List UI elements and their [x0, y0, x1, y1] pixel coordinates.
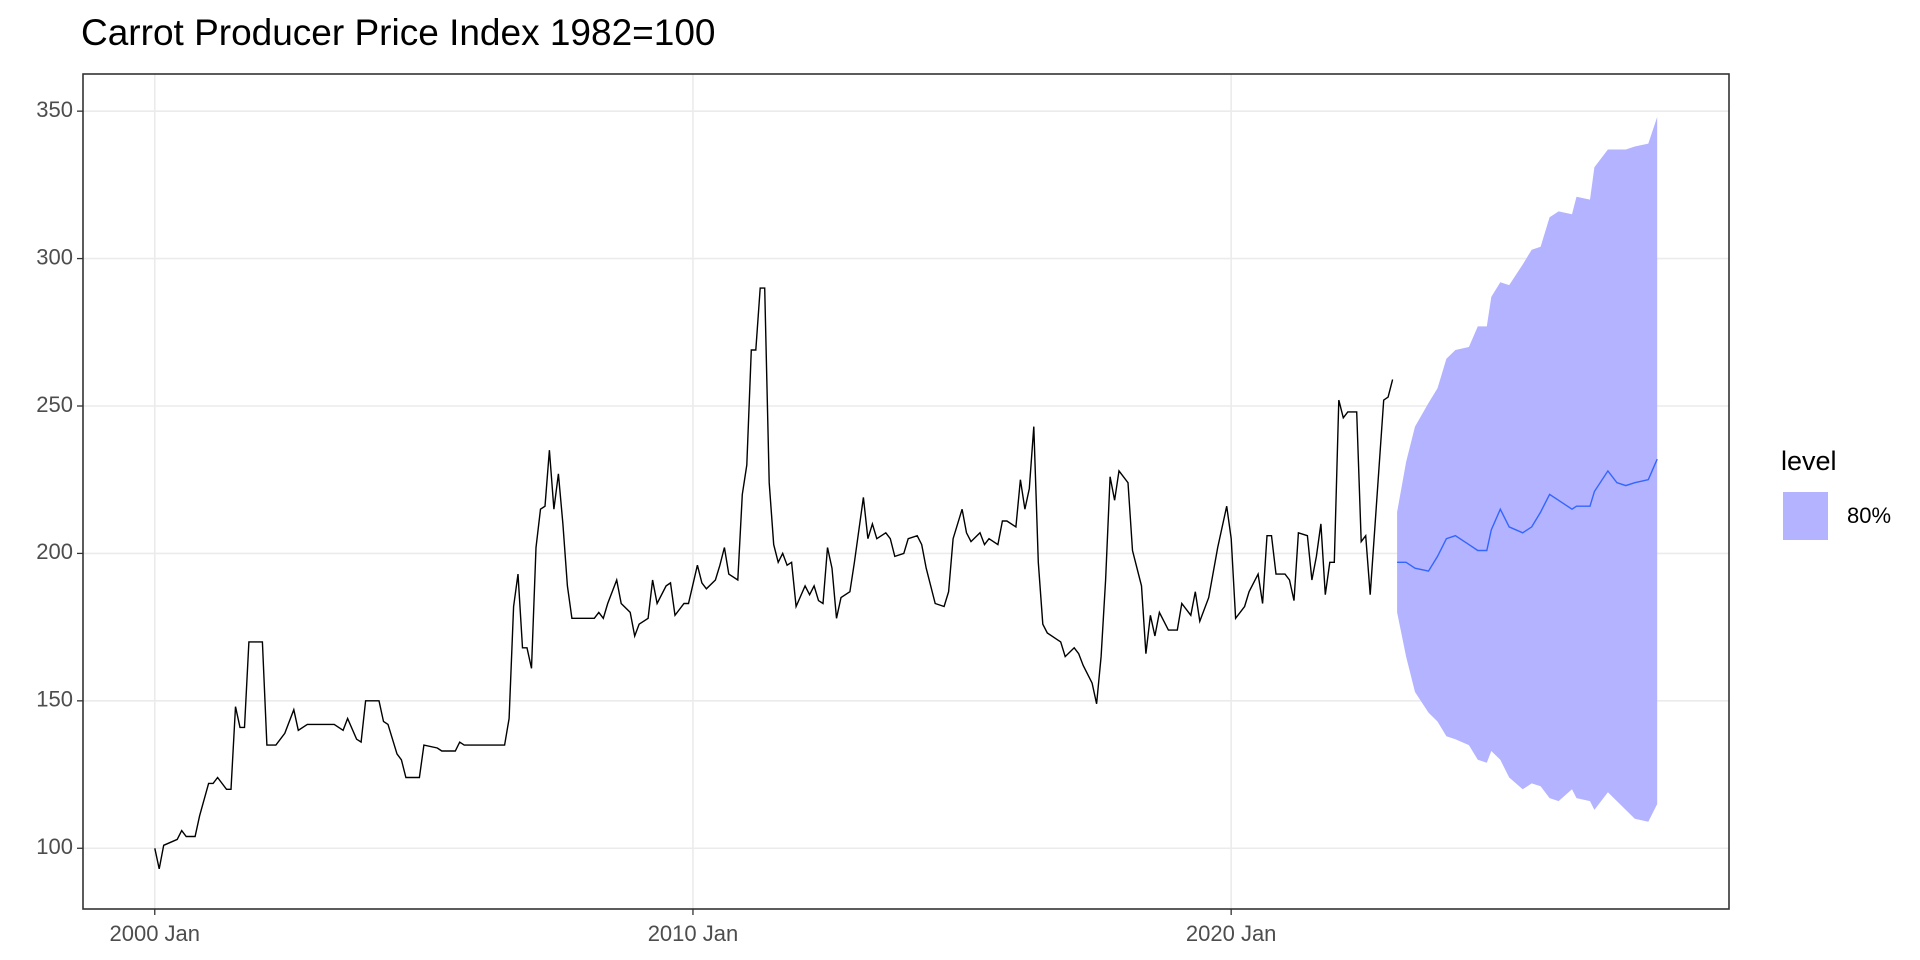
y-tick-label: 300 — [36, 244, 73, 269]
x-tick-label: 2010 Jan — [648, 921, 739, 946]
y-tick-label: 200 — [36, 539, 73, 564]
y-tick-label: 350 — [36, 97, 73, 122]
y-tick-label: 150 — [36, 687, 73, 712]
x-tick-label: 2020 Jan — [1186, 921, 1277, 946]
x-tick-label: 2000 Jan — [109, 921, 200, 946]
y-tick-label: 250 — [36, 392, 73, 417]
forecast-line — [1397, 458, 1658, 572]
forecast-band — [1397, 117, 1658, 822]
legend-title: level — [1781, 446, 1837, 476]
chart-title: Carrot Producer Price Index 1982=100 — [81, 12, 716, 53]
legend-key — [1783, 492, 1828, 540]
legend-label: 80% — [1847, 503, 1891, 528]
plot-frame — [82, 73, 1730, 910]
series-line — [154, 287, 1394, 870]
y-tick-label: 100 — [36, 834, 73, 859]
